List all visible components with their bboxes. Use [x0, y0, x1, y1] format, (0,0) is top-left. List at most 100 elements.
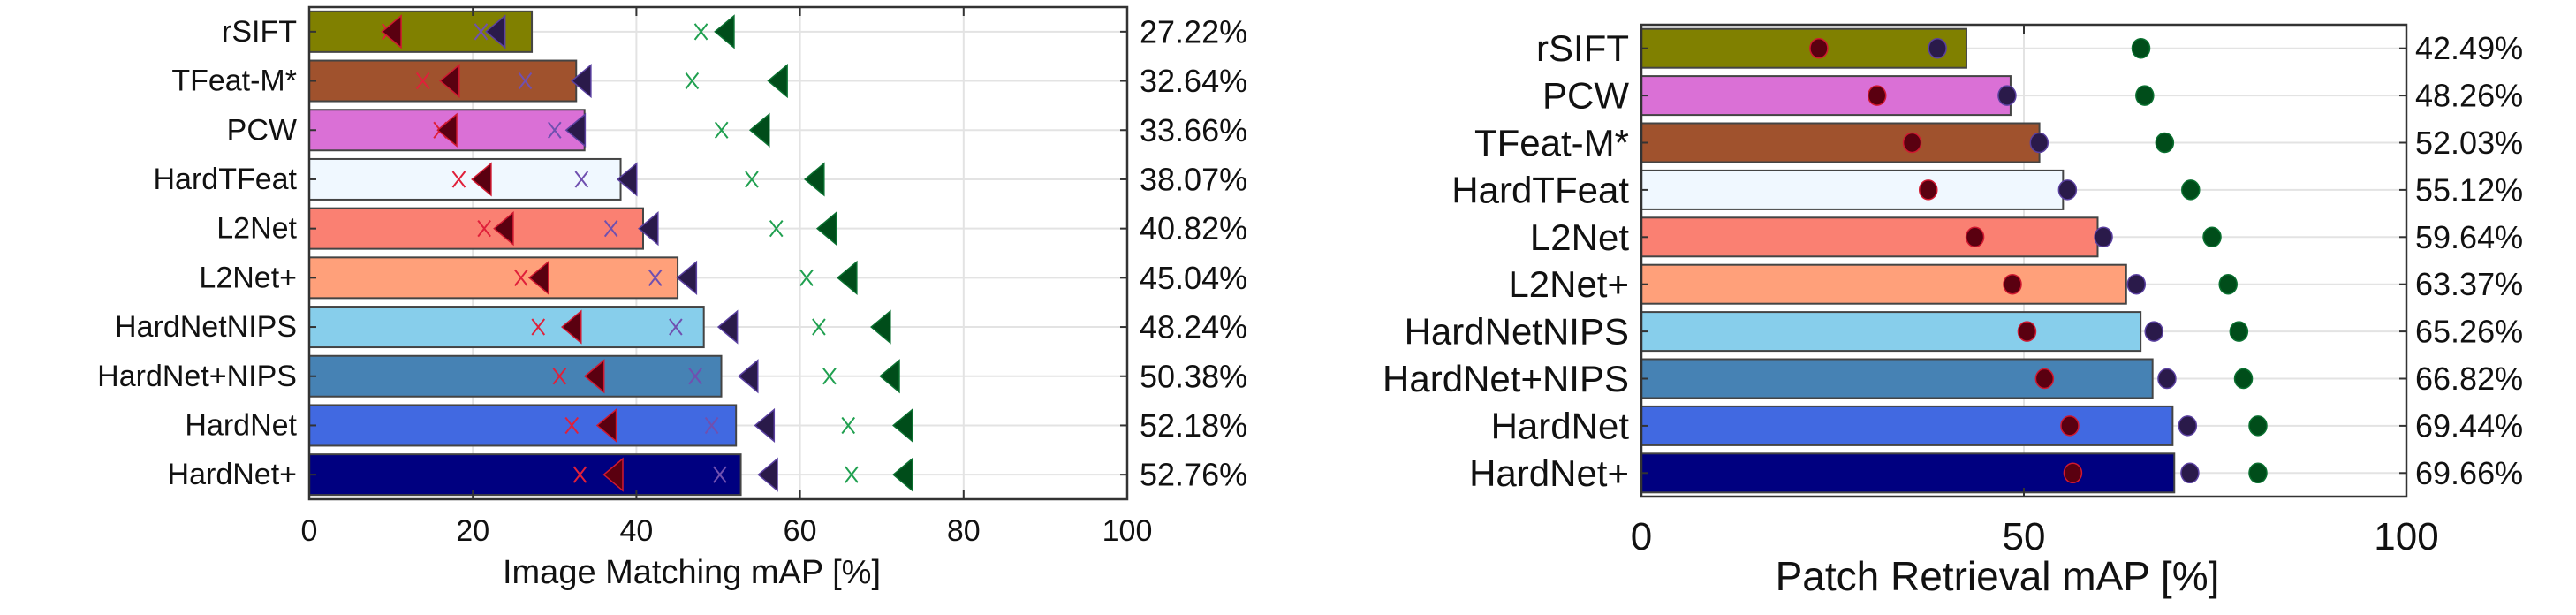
value-label: 59.64%	[2415, 219, 2523, 255]
category-label: HardNetNIPS	[115, 310, 297, 344]
x-tick-label: 0	[1631, 515, 1652, 558]
x-marker	[552, 368, 567, 385]
value-label: 48.24%	[1140, 309, 1247, 345]
circle-marker	[2060, 415, 2080, 437]
bar	[308, 157, 622, 201]
x-marker	[477, 220, 491, 238]
category-label: L2Net+	[199, 261, 297, 294]
circle-marker	[2229, 321, 2249, 342]
triangle-marker	[638, 211, 659, 247]
bar	[1640, 122, 2041, 163]
value-label: 65.26%	[2415, 314, 2523, 350]
x-marker	[704, 416, 719, 435]
circle-marker	[1997, 85, 2017, 106]
x-marker	[572, 466, 587, 483]
x-marker	[648, 269, 663, 286]
category-label: HardNet+NIPS	[1383, 358, 1629, 399]
circle-marker	[2003, 273, 2022, 295]
circle-marker	[2180, 462, 2200, 484]
triangle-marker	[804, 162, 825, 197]
triangle-marker	[767, 63, 788, 99]
x-tick-label: 0	[301, 514, 318, 548]
bar	[1640, 263, 2127, 305]
category-label: rSIFT	[1536, 27, 1629, 69]
value-label: 32.64%	[1140, 63, 1247, 99]
x-marker	[415, 72, 430, 90]
x-marker	[669, 318, 683, 336]
category-label: PCW	[1542, 75, 1629, 117]
category-label: rSIFT	[222, 15, 297, 49]
value-label: 50.38%	[1140, 358, 1247, 394]
x-marker	[574, 171, 589, 188]
triangle-marker	[892, 457, 913, 492]
bar	[1640, 75, 2012, 117]
circle-marker	[1919, 179, 1938, 201]
x-marker	[845, 466, 859, 483]
circle-marker	[2029, 132, 2049, 154]
value-label: 63.37%	[2415, 266, 2523, 302]
bar	[1640, 405, 2174, 446]
triangle-marker	[879, 359, 900, 394]
value-label: 38.07%	[1140, 161, 1247, 197]
circle-marker	[2057, 179, 2078, 201]
circle-marker	[2218, 273, 2238, 295]
circle-marker	[2181, 179, 2201, 201]
triangle-marker	[837, 260, 858, 295]
value-label: 52.18%	[1140, 407, 1247, 444]
category-label: HardNet+	[1469, 452, 1629, 494]
circle-marker	[2157, 368, 2177, 390]
x-marker	[474, 23, 489, 41]
triangle-marker	[471, 162, 492, 197]
chart-2: rSIFT 42.49% PCW 48.26% TFeat-M* 52.03% HardTF…	[1383, 23, 2523, 599]
triangle-marker	[870, 309, 891, 345]
circle-marker	[1867, 85, 1887, 106]
circle-marker	[2063, 462, 2083, 484]
triangle-marker	[738, 359, 759, 394]
x-marker	[799, 269, 814, 286]
x-marker	[745, 171, 759, 188]
value-label: 52.03%	[2415, 125, 2523, 161]
triangle-marker	[748, 112, 770, 148]
triangle-marker	[757, 457, 778, 492]
triangle-marker	[493, 211, 514, 247]
category-label: HardNetNIPS	[1405, 311, 1629, 353]
triangle-marker	[484, 14, 506, 49]
x-tick-label: 100	[2374, 515, 2438, 558]
x-marker	[841, 416, 856, 435]
triangle-marker	[439, 63, 460, 99]
bar	[1640, 452, 2176, 494]
triangle-marker	[381, 14, 402, 49]
category-label: L2Net	[1530, 216, 1629, 258]
bar	[1640, 169, 2065, 210]
value-label: 69.44%	[2415, 407, 2523, 444]
x-tick-label: 40	[619, 514, 653, 548]
triangle-marker	[892, 407, 913, 444]
category-label: HardTFeat	[1451, 169, 1629, 210]
x-marker	[685, 72, 700, 90]
x-tick-label: 60	[784, 514, 817, 548]
x-tick-label: 50	[2003, 515, 2046, 558]
triangle-marker	[583, 359, 605, 394]
x-marker	[693, 23, 708, 41]
circle-marker	[2248, 415, 2268, 437]
category-label: HardTFeat	[154, 163, 298, 196]
triangle-marker	[436, 112, 458, 148]
circle-marker	[2034, 368, 2055, 390]
bar	[308, 306, 705, 349]
bar	[1640, 216, 2099, 258]
triangle-marker	[754, 407, 776, 444]
bar	[308, 453, 742, 497]
value-label: 48.26%	[2415, 78, 2523, 114]
x-marker	[713, 466, 727, 483]
circle-marker	[2202, 226, 2222, 248]
category-label: L2Net	[216, 212, 297, 246]
value-label: 52.76%	[1140, 457, 1247, 493]
plot-frame	[307, 5, 1129, 501]
category-label: TFeat-M*	[171, 65, 297, 98]
bar	[308, 207, 644, 250]
x-marker	[548, 121, 562, 139]
x-marker	[514, 269, 528, 286]
category-label: PCW	[227, 113, 297, 147]
value-label: 55.12%	[2415, 171, 2523, 208]
x-marker	[714, 121, 729, 139]
